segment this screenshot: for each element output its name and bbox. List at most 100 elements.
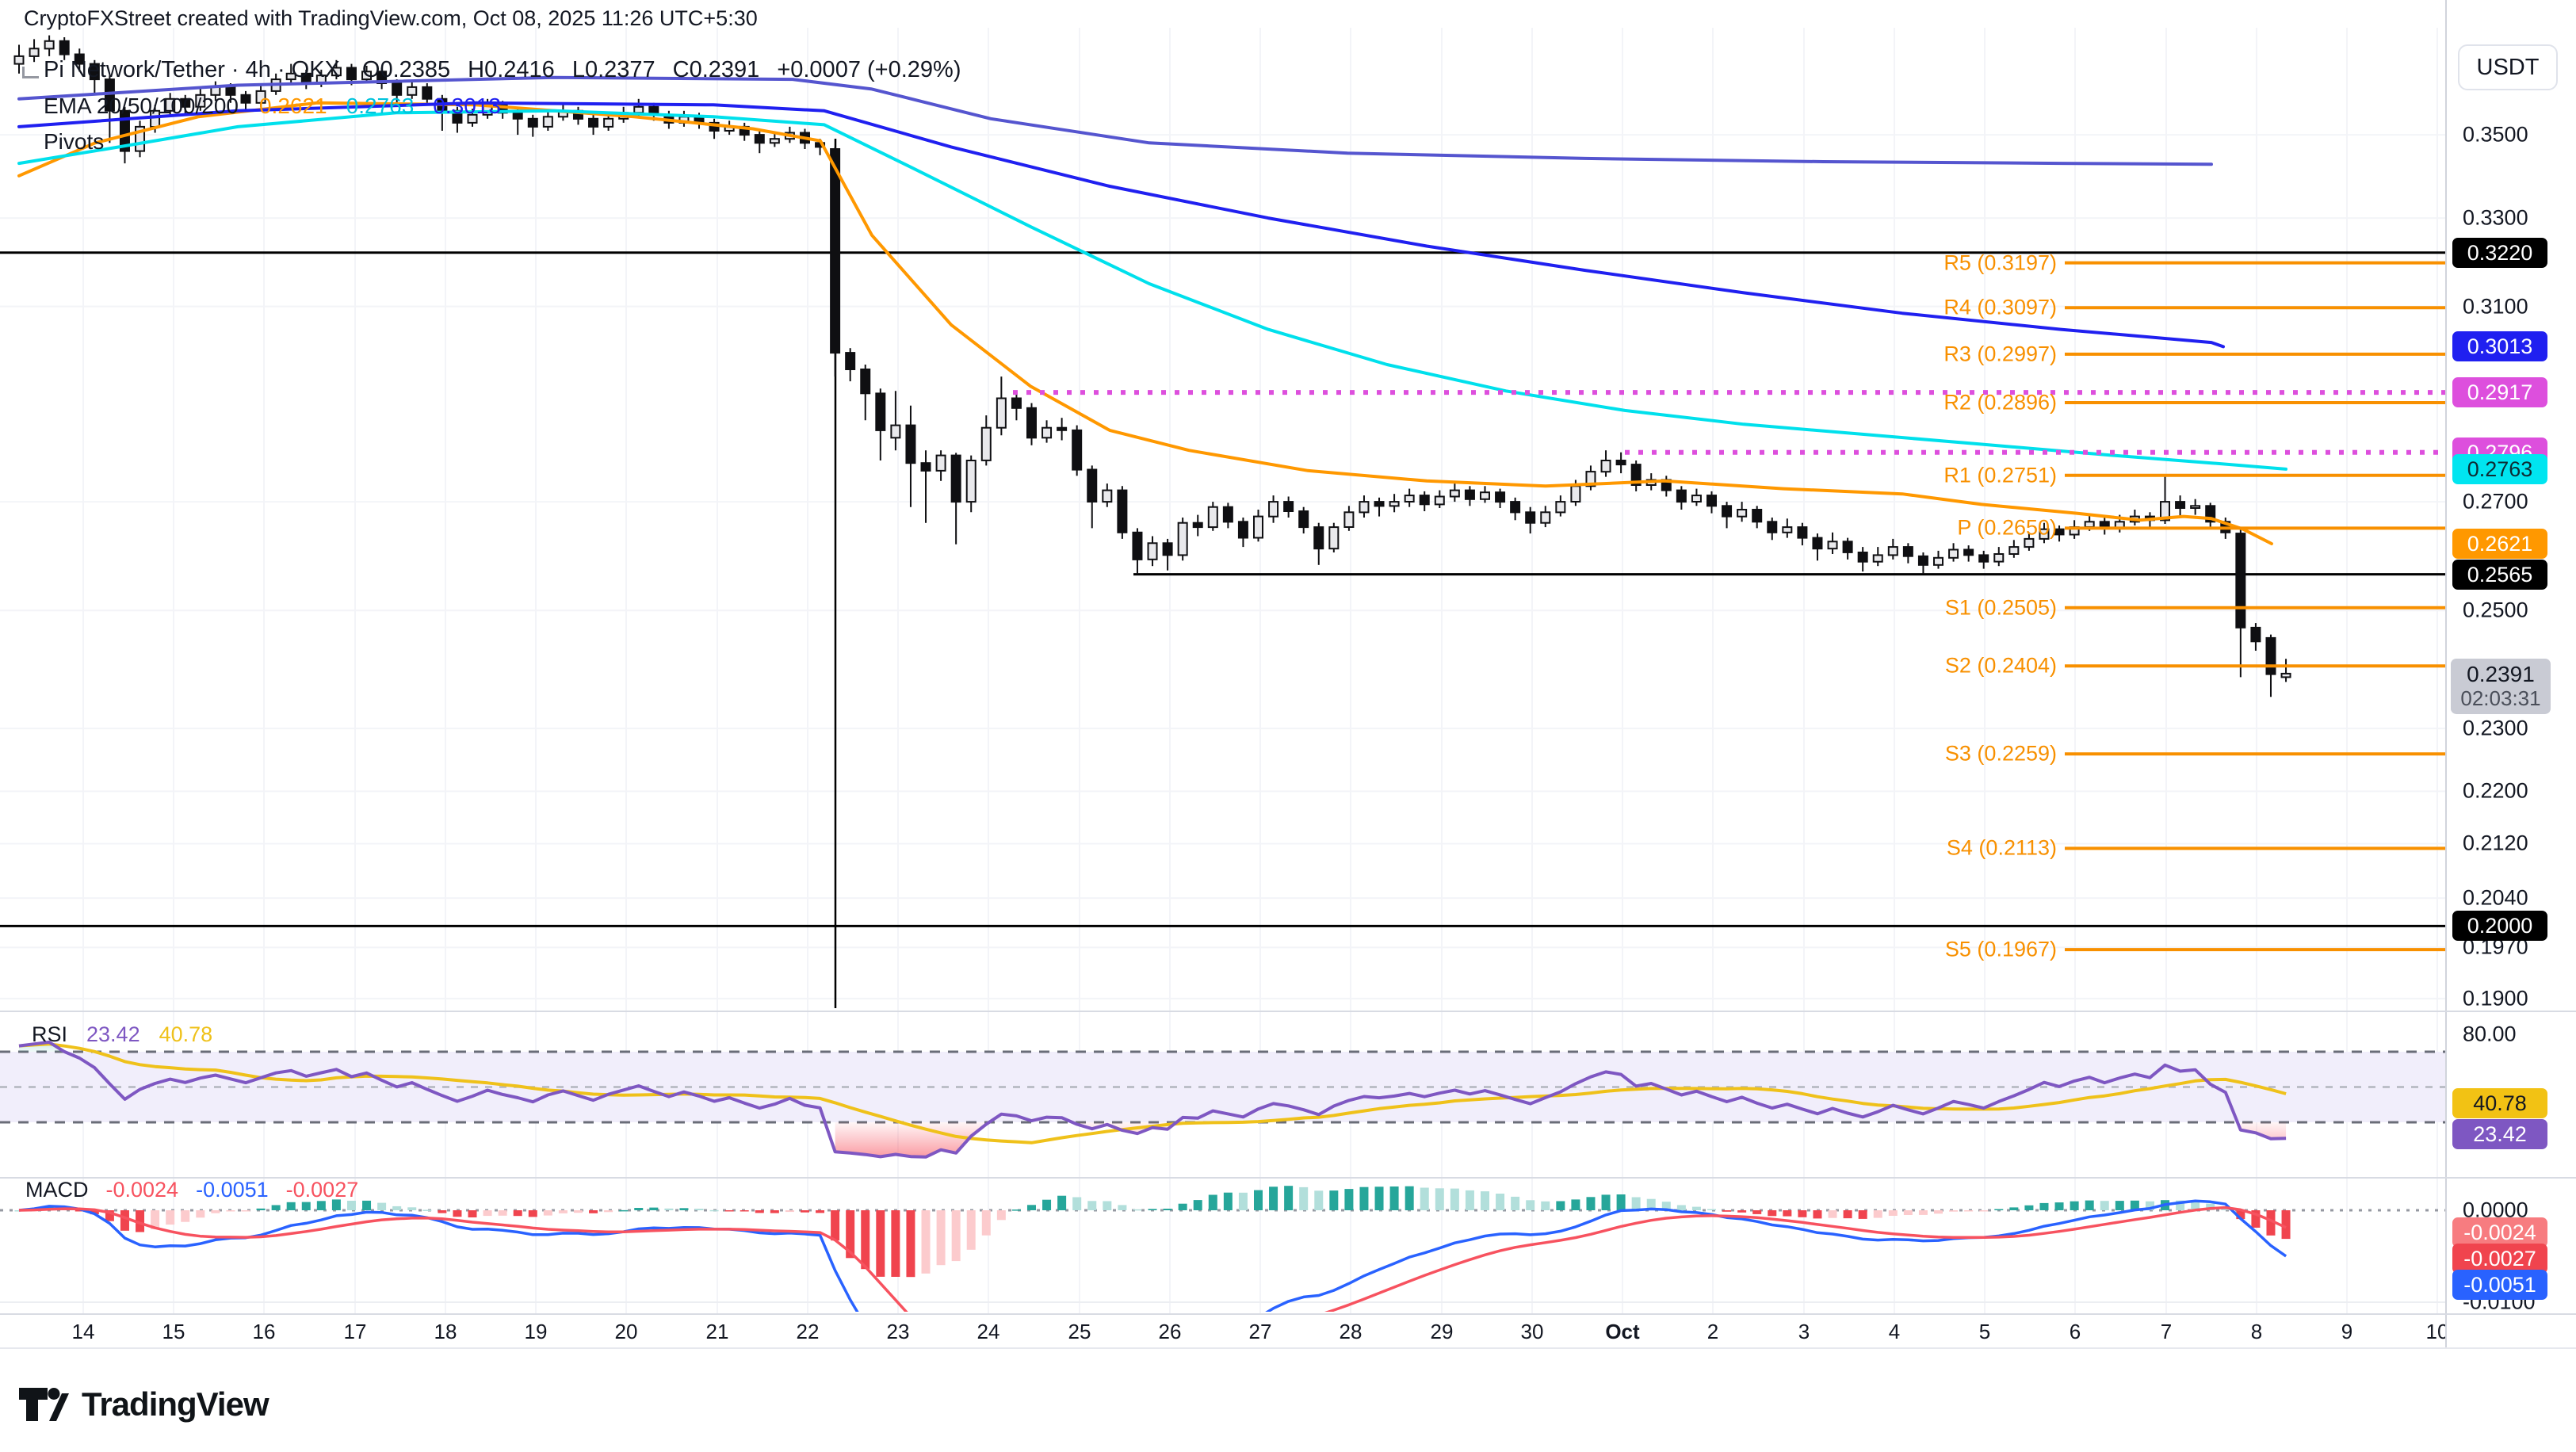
pivots-legend[interactable]: Pivots <box>44 129 105 154</box>
pivot-label: R3 (0.2997) <box>1943 342 2057 366</box>
ema-legend-value: 0.3013 <box>433 94 501 118</box>
time-label: 25 <box>1068 1320 1091 1343</box>
pivot-label: R4 (0.3097) <box>1943 295 2057 319</box>
time-axis-divider <box>0 1313 2576 1315</box>
rsi-pane-divider[interactable] <box>0 1011 2576 1012</box>
credit-line: CryptoFXStreet created with TradingView.… <box>24 6 758 30</box>
price-axis[interactable]: USDT 0.3500 0.3300 0.3100 0.2700 0.2500 0.230… <box>2445 0 2576 1347</box>
axis-tick: 0.2300 <box>2463 716 2528 740</box>
rsi-pane <box>0 1040 2445 1159</box>
time-label: 29 <box>1430 1320 1454 1343</box>
tradingview-wordmark: TradingView <box>82 1385 269 1423</box>
close-value: C0.2391 <box>672 57 760 82</box>
macd-signal-value: -0.0027 <box>285 1178 359 1202</box>
rsi-badge: 23.42 <box>2452 1119 2547 1149</box>
time-label: 3 <box>1798 1320 1810 1343</box>
axis-tick: 0.3500 <box>2463 122 2528 147</box>
time-label: 28 <box>1339 1320 1363 1343</box>
time-label: 6 <box>2069 1320 2081 1343</box>
time-label: 20 <box>614 1320 638 1343</box>
rsi-badge: 40.78 <box>2452 1088 2547 1118</box>
axis-tick: 0.2120 <box>2463 831 2528 855</box>
time-label: 15 <box>162 1320 185 1343</box>
high-value: H0.2416 <box>468 57 555 82</box>
time-label: 21 <box>705 1320 729 1343</box>
rsi-line <box>18 1040 2287 1159</box>
ohlc-values: O0.2385 H0.2416 L0.2377 C0.2391 +0.0007 … <box>362 57 961 83</box>
time-label: 14 <box>71 1320 95 1343</box>
macd-badge: -0.0051 <box>2452 1270 2547 1300</box>
pivot-lines[interactable] <box>2065 261 2445 952</box>
low-value: L0.2377 <box>571 57 655 82</box>
pivot-label: S1 (0.2505) <box>1944 595 2057 620</box>
macd-line <box>18 1199 2287 1312</box>
ema-legend-value: 0.2621 <box>258 94 327 118</box>
pivot-label: R2 (0.2896) <box>1943 390 2057 415</box>
axis-tick: 0.2040 <box>2463 885 2528 910</box>
fractal-levels[interactable] <box>1013 390 2445 455</box>
symbol-legend[interactable]: Pi Network/Tether · 4h · OKX O0.2385 H0.… <box>44 57 961 83</box>
legend-collapse-icon[interactable] <box>22 67 39 78</box>
macd-signal-line <box>18 1206 2287 1312</box>
time-label: 22 <box>796 1320 820 1343</box>
time-label: 16 <box>252 1320 276 1343</box>
macd-pane-divider[interactable] <box>0 1177 2576 1179</box>
candles <box>13 35 2291 697</box>
current-price-badge: 0.2391 02:03:31 <box>2451 658 2551 715</box>
tradingview-mark-icon <box>19 1388 69 1421</box>
macd-badge: -0.0027 <box>2452 1244 2547 1274</box>
macd-label: MACD <box>25 1178 89 1202</box>
support-resistance-lines[interactable] <box>0 139 2445 1008</box>
price-level-badge: 0.2917 <box>2452 377 2547 407</box>
axis-tick: 0.2500 <box>2463 598 2528 622</box>
rsi-legend[interactable]: RSI 23.42 40.78 <box>32 1022 212 1047</box>
time-label: 23 <box>886 1320 910 1343</box>
ema-values: 0.2621 0.2763 0.3013 <box>259 94 501 119</box>
macd-legend[interactable]: MACD -0.0024 -0.0051 -0.0027 <box>25 1178 358 1202</box>
rsi-value: 23.42 <box>86 1022 140 1046</box>
ema-label: EMA 20/50/100/200 <box>44 94 239 118</box>
ema50-line[interactable] <box>17 109 2287 471</box>
axis-tick: 0.3100 <box>2463 294 2528 319</box>
pivot-label: P (0.2650) <box>1957 515 2057 540</box>
axis-tick: 0.3300 <box>2463 205 2528 230</box>
bar-countdown: 02:03:31 <box>2460 686 2541 711</box>
price-level-badge: 0.3220 <box>2452 238 2547 268</box>
pivot-label: S4 (0.2113) <box>1946 835 2057 860</box>
pivot-label: R1 (0.2751) <box>1943 463 2057 487</box>
ema-legend[interactable]: EMA 20/50/100/200 0.2621 0.2763 0.3013 <box>44 94 501 119</box>
price-level-badge: 0.2565 <box>2452 560 2547 590</box>
rsi-ma-value: 40.78 <box>159 1022 213 1046</box>
ema100-line[interactable] <box>17 101 2225 349</box>
pivot-label: S5 (0.1967) <box>1944 937 2057 961</box>
chart-bottom-divider <box>0 1347 2576 1349</box>
ema200-line[interactable] <box>17 75 2213 166</box>
pivot-label: S3 (0.2259) <box>1944 741 2057 766</box>
time-label: 30 <box>1520 1320 1544 1343</box>
macd-line-value: -0.0051 <box>196 1178 269 1202</box>
time-label: 7 <box>2160 1320 2173 1343</box>
pivot-label: S2 (0.2404) <box>1944 653 2057 678</box>
time-label: 5 <box>1978 1320 1991 1343</box>
ema20-line[interactable] <box>17 101 2273 545</box>
time-axis[interactable]: 14 15 16 17 18 19 20 21 22 23 24 25 26 27 28 29 30 Oct 2 3 4… <box>0 1315 2445 1347</box>
time-label: 2 <box>1707 1320 1719 1343</box>
tradingview-logo[interactable]: TradingView <box>18 1385 269 1423</box>
time-label: 27 <box>1248 1320 1272 1343</box>
macd-pane <box>0 1186 2445 1312</box>
axis-tick: 0.2200 <box>2463 778 2528 803</box>
open-value: O0.2385 <box>361 57 451 82</box>
axis-tick: 80.00 <box>2463 1022 2517 1046</box>
ema-legend-value: 0.2763 <box>346 94 415 118</box>
time-label: 10 <box>2425 1320 2445 1343</box>
axis-tick: 0.1900 <box>2463 986 2528 1011</box>
price-level-badge: 0.2763 <box>2452 454 2547 484</box>
macd-badge: -0.0024 <box>2452 1217 2547 1248</box>
change-value: +0.0007 (+0.29%) <box>777 57 961 82</box>
axis-tick: 0.2700 <box>2463 489 2528 514</box>
price-level-badge: 0.3013 <box>2452 331 2547 361</box>
time-label: 9 <box>2341 1320 2353 1343</box>
currency-button[interactable]: USDT <box>2458 44 2558 90</box>
